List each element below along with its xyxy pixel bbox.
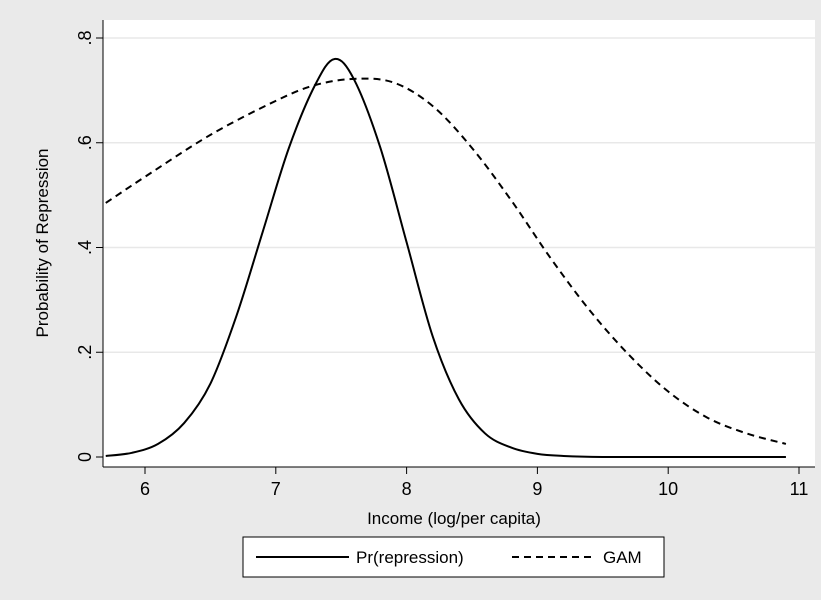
series-line-gam bbox=[105, 77, 787, 445]
plot-area bbox=[103, 20, 815, 467]
axes bbox=[102, 20, 815, 468]
axis-ticks: 6 7 8 9 10 11 0 .2 .4 .6 .8 bbox=[75, 30, 808, 499]
x-tick-label: 11 bbox=[790, 479, 809, 499]
y-tick-label: .8 bbox=[75, 30, 95, 45]
y-tick-label: .2 bbox=[75, 345, 95, 360]
y-tick-label: .4 bbox=[75, 240, 95, 255]
y-tick-label: 0 bbox=[75, 452, 95, 462]
legend-box bbox=[242, 536, 665, 578]
legend: Pr(repression) GAM bbox=[242, 536, 665, 578]
series-line-pr-repression bbox=[105, 57, 786, 459]
legend-label-pr-repression: Pr(repression) bbox=[356, 548, 464, 567]
x-tick-label: 8 bbox=[402, 479, 412, 499]
x-axis-label: Income (log/per capita) bbox=[367, 509, 541, 528]
series-lines bbox=[105, 57, 787, 459]
grid-lines bbox=[103, 37, 815, 353]
x-tick-label: 7 bbox=[271, 479, 281, 499]
x-tick-label: 10 bbox=[658, 479, 678, 499]
y-tick-label: .6 bbox=[75, 135, 95, 150]
x-tick-label: 9 bbox=[532, 479, 542, 499]
x-tick-label: 6 bbox=[140, 479, 150, 499]
y-axis-label: Probability of Repression bbox=[33, 149, 52, 338]
legend-label-gam: GAM bbox=[603, 548, 642, 567]
